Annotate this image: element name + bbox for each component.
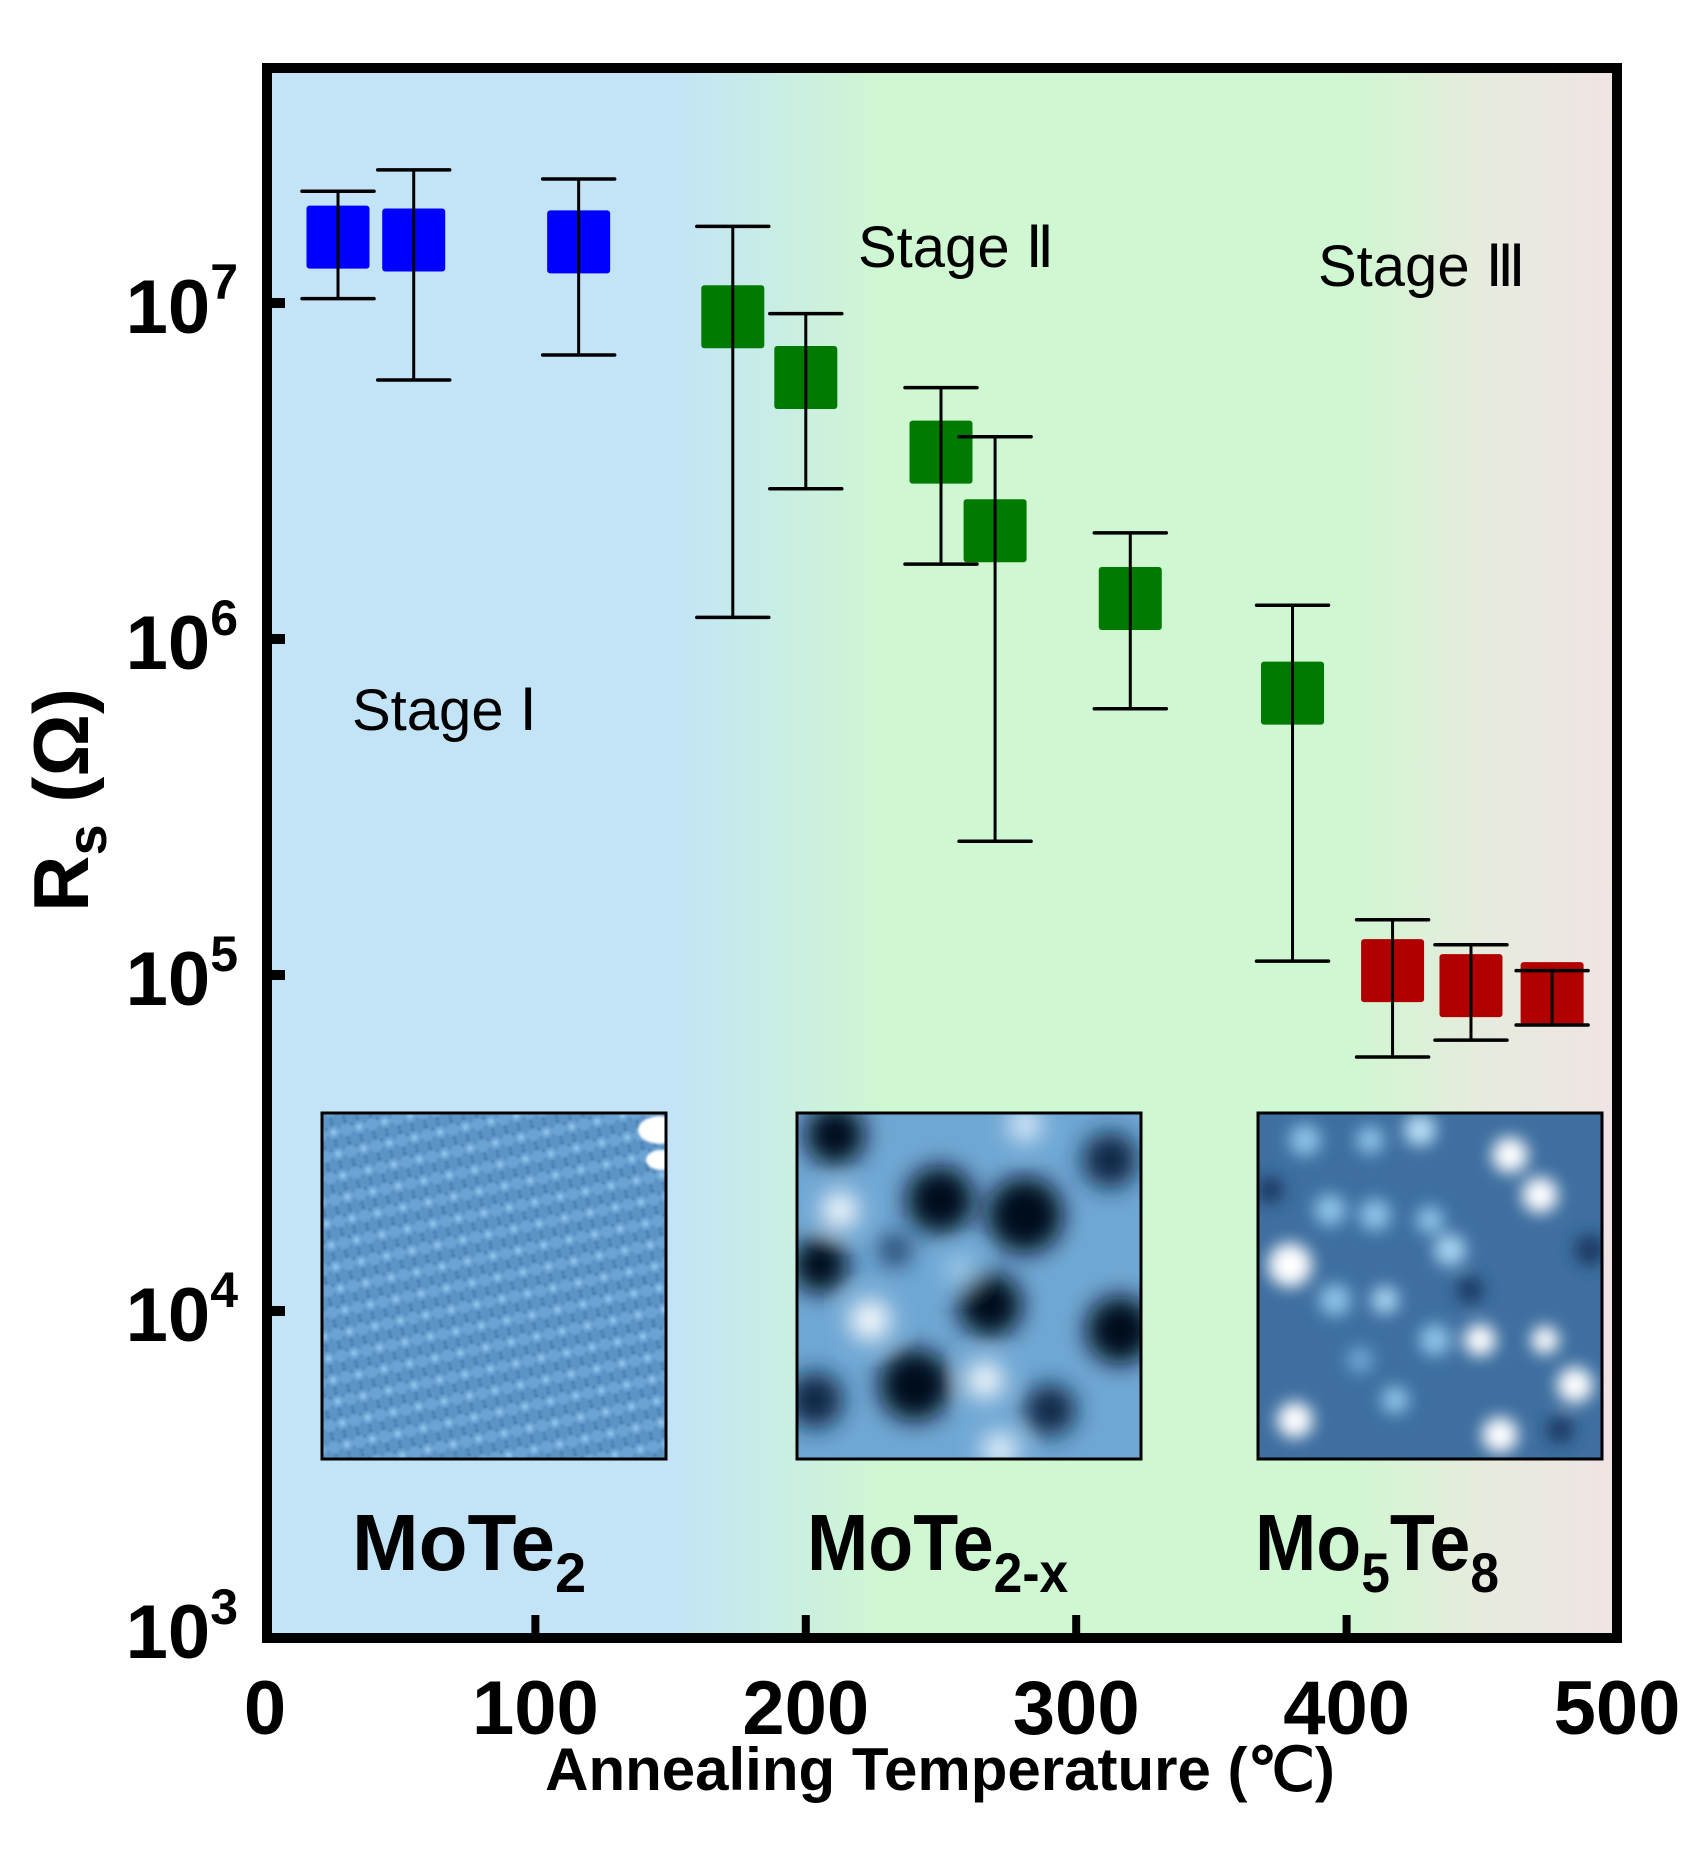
series-1 (300, 168, 617, 382)
series-2 (695, 224, 1331, 963)
inset-image-mo5te8 (1258, 1113, 1602, 1459)
stage-3-label: Stage Ⅲ (1318, 234, 1526, 299)
compound-label-mo5te8: Mo5Te8 (1255, 1498, 1499, 1604)
y-tick-label: 106 (126, 590, 238, 686)
y-axis-title: Rs (Ω) (17, 688, 118, 912)
stage-2-label: Stage Ⅱ (858, 215, 1054, 280)
compound-label-mote2: MoTe2 (352, 1498, 586, 1604)
compound-label-mote2-sub: 2 (555, 1541, 586, 1604)
x-tick-label: 300 (1013, 1666, 1140, 1751)
x-tick-label: 100 (472, 1666, 599, 1751)
x-tick-label: 200 (742, 1666, 869, 1751)
inset-image-mote2 (322, 1113, 666, 1459)
x-axis-title: Annealing Temperature (℃) (545, 1736, 1335, 1803)
inset-frame-1 (320, 1111, 668, 1461)
plot-frame (262, 63, 1622, 1643)
x-tick-label: 500 (1554, 1666, 1681, 1751)
compound-label-mote2-x-sub: 2-x (994, 1542, 1069, 1604)
y-tick-label: 107 (126, 254, 238, 350)
y-tick-label: 103 (126, 1579, 238, 1675)
tick-labels: 0 100 200 300 400 500 103 104 105 106 107 (126, 254, 1681, 1751)
stage-1-label: Stage Ⅰ (352, 678, 537, 743)
x-tick-label: 400 (1283, 1666, 1410, 1751)
inset-frame-2 (795, 1111, 1143, 1461)
x-tick-label: 0 (244, 1666, 286, 1751)
y-tick-label: 104 (126, 1262, 239, 1358)
inset-image-mote2-x (797, 1113, 1141, 1459)
data-marks (300, 168, 1590, 1059)
compound-label-mote2-x: MoTe2-x (807, 1498, 1068, 1604)
y-tick-label: 105 (126, 926, 238, 1022)
series-3 (1354, 918, 1590, 1059)
inset-frame-3 (1256, 1111, 1604, 1461)
